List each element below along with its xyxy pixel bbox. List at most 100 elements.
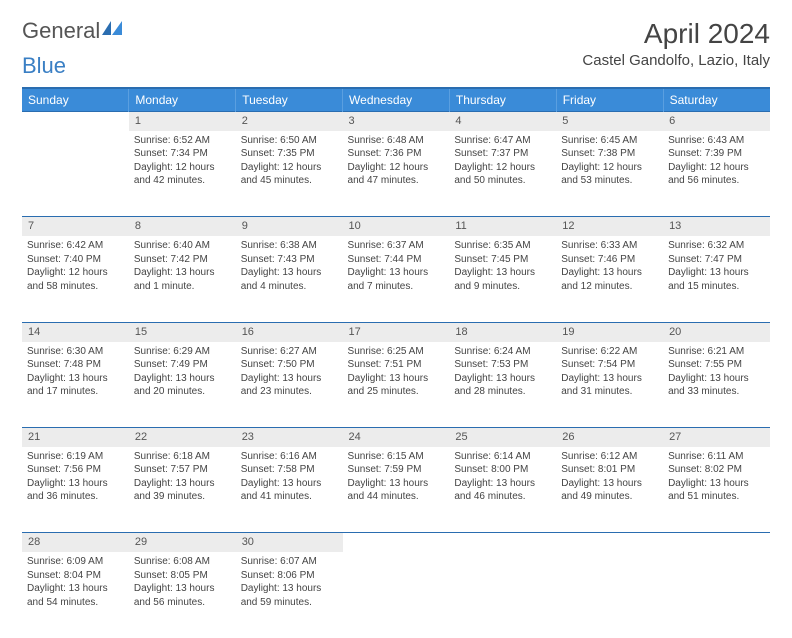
day-number: 24 (343, 428, 450, 447)
day-cell: Sunrise: 6:15 AMSunset: 7:59 PMDaylight:… (343, 447, 450, 533)
day-cell (663, 552, 770, 638)
day-number-row: 123456 (22, 112, 770, 131)
day-number-row: 14151617181920 (22, 322, 770, 341)
day-number: 13 (663, 217, 770, 236)
daylight-text: Daylight: 12 hours (348, 161, 445, 175)
daylight-text: Daylight: 13 hours (454, 372, 551, 386)
day-cell (343, 552, 450, 638)
daylight-text: and 42 minutes. (134, 174, 231, 188)
daylight-text: Daylight: 13 hours (561, 372, 658, 386)
daylight-text: and 45 minutes. (241, 174, 338, 188)
day-number-row: 21222324252627 (22, 428, 770, 447)
sunset-text: Sunset: 7:54 PM (561, 358, 658, 372)
daylight-text: and 36 minutes. (27, 490, 124, 504)
day-number (556, 533, 663, 552)
day-cell: Sunrise: 6:16 AMSunset: 7:58 PMDaylight:… (236, 447, 343, 533)
day-cell: Sunrise: 6:37 AMSunset: 7:44 PMDaylight:… (343, 236, 450, 322)
sunrise-text: Sunrise: 6:14 AM (454, 450, 551, 464)
sunrise-text: Sunrise: 6:27 AM (241, 345, 338, 359)
sunrise-text: Sunrise: 6:47 AM (454, 134, 551, 148)
sunrise-text: Sunrise: 6:33 AM (561, 239, 658, 253)
day-number: 23 (236, 428, 343, 447)
day-number: 26 (556, 428, 663, 447)
day-number: 4 (449, 112, 556, 131)
location: Castel Gandolfo, Lazio, Italy (582, 52, 770, 69)
day-cell: Sunrise: 6:33 AMSunset: 7:46 PMDaylight:… (556, 236, 663, 322)
sunset-text: Sunset: 7:36 PM (348, 147, 445, 161)
daylight-text: Daylight: 13 hours (134, 266, 231, 280)
day-cell: Sunrise: 6:45 AMSunset: 7:38 PMDaylight:… (556, 131, 663, 217)
sunset-text: Sunset: 7:46 PM (561, 253, 658, 267)
sunrise-text: Sunrise: 6:48 AM (348, 134, 445, 148)
day-number: 10 (343, 217, 450, 236)
sunrise-text: Sunrise: 6:42 AM (27, 239, 124, 253)
daylight-text: and 59 minutes. (241, 596, 338, 610)
daylight-text: and 25 minutes. (348, 385, 445, 399)
day-cell: Sunrise: 6:09 AMSunset: 8:04 PMDaylight:… (22, 552, 129, 638)
daylight-text: Daylight: 13 hours (561, 477, 658, 491)
day-cell: Sunrise: 6:08 AMSunset: 8:05 PMDaylight:… (129, 552, 236, 638)
sunrise-text: Sunrise: 6:12 AM (561, 450, 658, 464)
daylight-text: and 49 minutes. (561, 490, 658, 504)
day-cell: Sunrise: 6:35 AMSunset: 7:45 PMDaylight:… (449, 236, 556, 322)
daylight-text: and 51 minutes. (668, 490, 765, 504)
sunset-text: Sunset: 7:43 PM (241, 253, 338, 267)
daylight-text: and 28 minutes. (454, 385, 551, 399)
sunset-text: Sunset: 8:05 PM (134, 569, 231, 583)
day-number: 18 (449, 322, 556, 341)
daylight-text: Daylight: 13 hours (668, 477, 765, 491)
sunrise-text: Sunrise: 6:50 AM (241, 134, 338, 148)
sunrise-text: Sunrise: 6:15 AM (348, 450, 445, 464)
daylight-text: Daylight: 13 hours (454, 477, 551, 491)
sunrise-text: Sunrise: 6:43 AM (668, 134, 765, 148)
day-number: 16 (236, 322, 343, 341)
sunset-text: Sunset: 7:50 PM (241, 358, 338, 372)
day-number: 11 (449, 217, 556, 236)
daylight-text: Daylight: 13 hours (454, 266, 551, 280)
sunset-text: Sunset: 7:37 PM (454, 147, 551, 161)
sunset-text: Sunset: 8:00 PM (454, 463, 551, 477)
daylight-text: Daylight: 13 hours (134, 582, 231, 596)
day-header: Wednesday (343, 88, 450, 112)
day-number: 25 (449, 428, 556, 447)
day-number (449, 533, 556, 552)
sunset-text: Sunset: 7:38 PM (561, 147, 658, 161)
day-cell: Sunrise: 6:25 AMSunset: 7:51 PMDaylight:… (343, 342, 450, 428)
sunset-text: Sunset: 7:49 PM (134, 358, 231, 372)
sunrise-text: Sunrise: 6:52 AM (134, 134, 231, 148)
daylight-text: and 17 minutes. (27, 385, 124, 399)
day-cell: Sunrise: 6:12 AMSunset: 8:01 PMDaylight:… (556, 447, 663, 533)
day-info-row: Sunrise: 6:52 AMSunset: 7:34 PMDaylight:… (22, 131, 770, 217)
logo-text-blue: Blue (22, 53, 66, 78)
daylight-text: Daylight: 13 hours (241, 372, 338, 386)
day-number (343, 533, 450, 552)
day-number-row: 282930 (22, 533, 770, 552)
sunrise-text: Sunrise: 6:22 AM (561, 345, 658, 359)
daylight-text: Daylight: 13 hours (241, 266, 338, 280)
daylight-text: and 54 minutes. (27, 596, 124, 610)
sunrise-text: Sunrise: 6:37 AM (348, 239, 445, 253)
sunrise-text: Sunrise: 6:07 AM (241, 555, 338, 569)
day-cell: Sunrise: 6:21 AMSunset: 7:55 PMDaylight:… (663, 342, 770, 428)
sunrise-text: Sunrise: 6:11 AM (668, 450, 765, 464)
daylight-text: Daylight: 13 hours (27, 582, 124, 596)
daylight-text: Daylight: 13 hours (561, 266, 658, 280)
daylight-text: and 1 minute. (134, 280, 231, 294)
sunset-text: Sunset: 8:01 PM (561, 463, 658, 477)
logo-sail-icon (102, 21, 122, 35)
day-cell: Sunrise: 6:11 AMSunset: 8:02 PMDaylight:… (663, 447, 770, 533)
day-cell: Sunrise: 6:52 AMSunset: 7:34 PMDaylight:… (129, 131, 236, 217)
sunrise-text: Sunrise: 6:35 AM (454, 239, 551, 253)
sunset-text: Sunset: 7:55 PM (668, 358, 765, 372)
day-cell (556, 552, 663, 638)
sunset-text: Sunset: 7:53 PM (454, 358, 551, 372)
day-number: 28 (22, 533, 129, 552)
day-number: 14 (22, 322, 129, 341)
sunset-text: Sunset: 7:35 PM (241, 147, 338, 161)
daylight-text: and 50 minutes. (454, 174, 551, 188)
day-cell: Sunrise: 6:29 AMSunset: 7:49 PMDaylight:… (129, 342, 236, 428)
month-title: April 2024 (582, 18, 770, 50)
day-number: 12 (556, 217, 663, 236)
title-block: April 2024 Castel Gandolfo, Lazio, Italy (582, 18, 770, 69)
daylight-text: Daylight: 12 hours (134, 161, 231, 175)
